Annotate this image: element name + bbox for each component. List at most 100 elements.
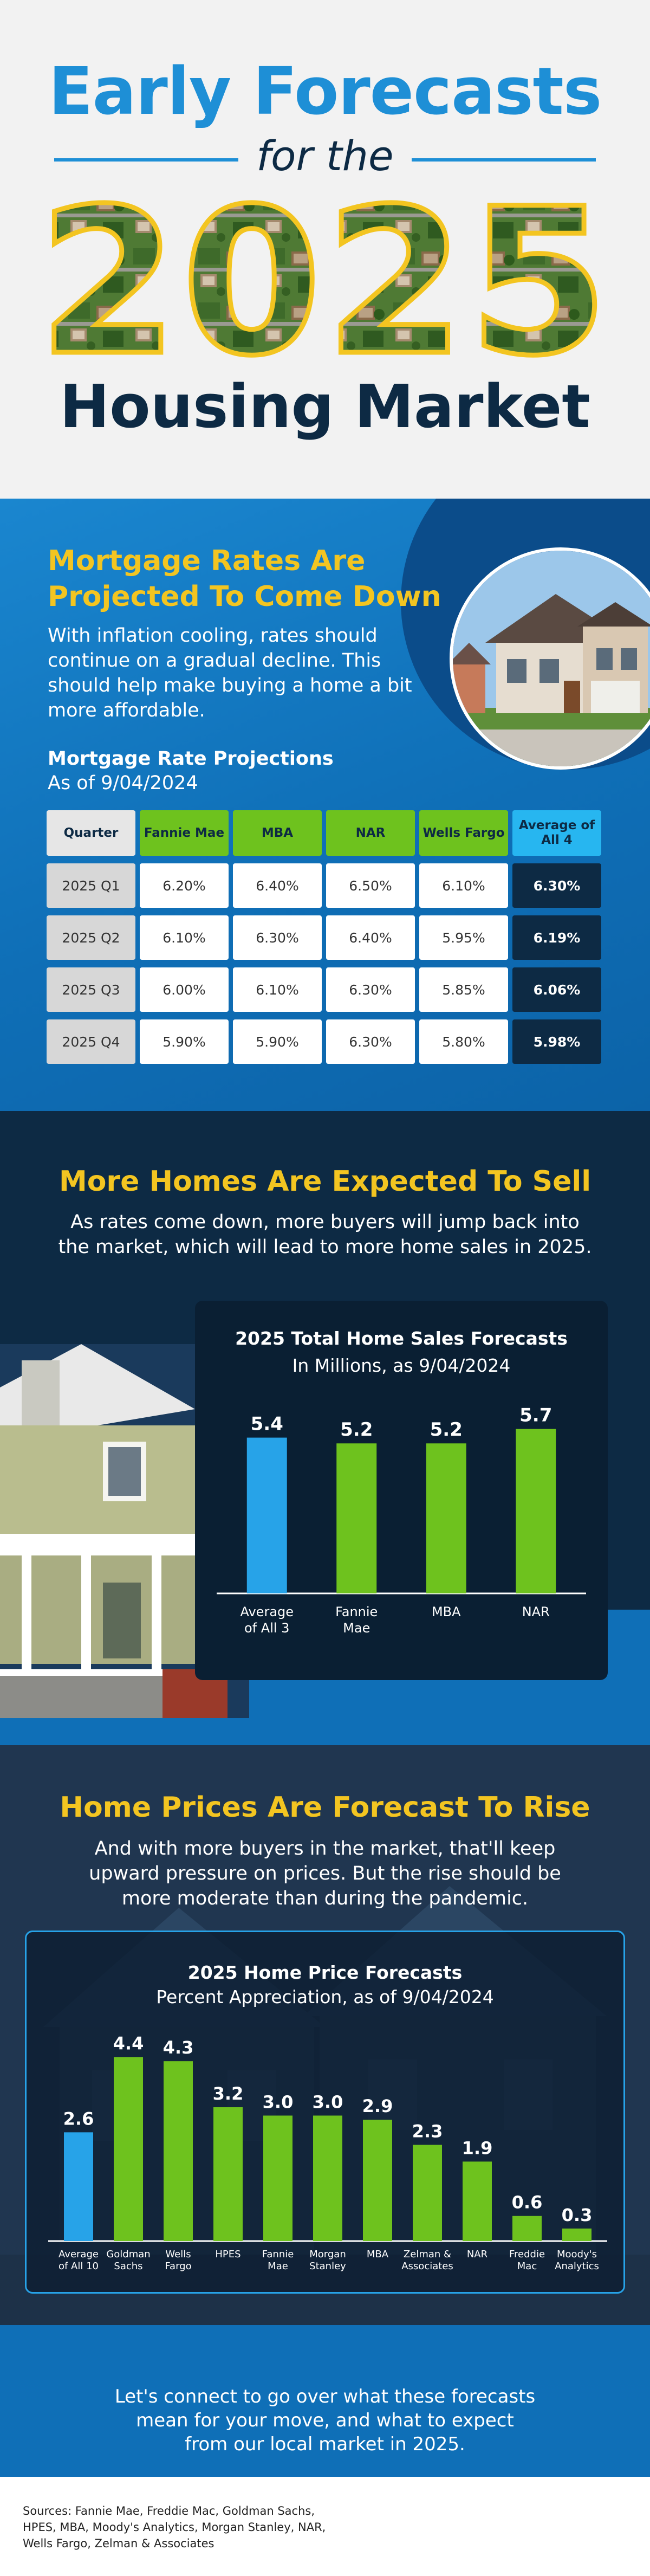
category-label: Sachs bbox=[114, 2261, 142, 2272]
home-sales-section: More Homes Are Expected To Sell As rates… bbox=[0, 1111, 650, 1745]
category-label: Wells bbox=[165, 2249, 191, 2260]
rate-cell: 6.40% bbox=[233, 863, 322, 908]
header-title-line2: for the bbox=[256, 132, 394, 180]
bar bbox=[463, 2161, 492, 2241]
rate-table: Quarter Fannie Mae MBA NAR Wells Fargo A… bbox=[47, 810, 604, 1071]
home-sales-bar-chart: 5.4 Average of All 3 5.2 Fannie Mae 5.2 MBA 5.7 N… bbox=[217, 1405, 586, 1636]
average-cell: 6.30% bbox=[512, 863, 601, 908]
table-row: 2025 Q3 6.00% 6.10% 6.30% 5.85% 6.06% bbox=[47, 967, 604, 1012]
bar-value-label: 2.6 bbox=[63, 2108, 94, 2129]
mortgage-title-line2: Projected To Come Down bbox=[48, 580, 441, 613]
rate-table-header-cell: Average of All 4 bbox=[512, 810, 601, 856]
chart-title: 2025 Total Home Sales Forecasts bbox=[235, 1328, 568, 1349]
header-section: Early Forecasts for the 2025 bbox=[0, 0, 650, 499]
home-prices-body-line3: more moderate than during the pandemic. bbox=[121, 1888, 529, 1909]
mortgage-title-line1: Mortgage Rates Are bbox=[48, 545, 366, 577]
rate-table-header-cell: MBA bbox=[233, 810, 322, 856]
rate-cell: 6.30% bbox=[233, 915, 322, 960]
bar bbox=[516, 1429, 556, 1593]
bar bbox=[64, 2132, 93, 2241]
category-label: Average bbox=[240, 1604, 294, 1619]
rate-table-title: Mortgage Rate Projections bbox=[48, 748, 334, 770]
category-label: of All 10 bbox=[58, 2261, 99, 2272]
sources-section: Sources: Fannie Mae, Freddie Mac, Goldma… bbox=[0, 2477, 650, 2576]
bar-value-label: 5.2 bbox=[430, 1419, 463, 1441]
bar-value-label: 5.4 bbox=[251, 1413, 283, 1435]
rate-cell: 5.85% bbox=[419, 967, 508, 1012]
category-label: Analytics bbox=[555, 2261, 599, 2272]
bar-value-label: 3.2 bbox=[213, 2083, 244, 2104]
header-rule-right bbox=[412, 158, 596, 162]
rate-cell: 6.20% bbox=[140, 863, 229, 908]
table-row: 2025 Q1 6.20% 6.40% 6.50% 6.10% 6.30% bbox=[47, 863, 604, 908]
category-label: NAR bbox=[522, 1604, 550, 1619]
bar-value-label: 5.2 bbox=[340, 1419, 373, 1441]
year-graphic: 2025 bbox=[36, 190, 612, 369]
bar-value-label: 1.9 bbox=[462, 2138, 493, 2158]
bar bbox=[363, 2120, 392, 2241]
rate-table-header-cell: NAR bbox=[326, 810, 415, 856]
sources-line1: Sources: Fannie Mae, Freddie Mac, Goldma… bbox=[23, 2504, 315, 2517]
bar-value-label: 4.3 bbox=[163, 2037, 194, 2058]
category-label: MBA bbox=[367, 2249, 389, 2260]
quarter-cell: 2025 Q1 bbox=[47, 863, 135, 908]
cta-text: Let's connect to go over what these fore… bbox=[0, 2385, 650, 2456]
rate-cell: 5.80% bbox=[419, 1019, 508, 1064]
category-label: Fannie bbox=[262, 2249, 294, 2260]
bar-value-label: 0.3 bbox=[562, 2205, 593, 2225]
bar bbox=[413, 2145, 442, 2241]
table-row: 2025 Q2 6.10% 6.30% 6.40% 5.95% 6.19% bbox=[47, 915, 604, 960]
rate-cell: 6.10% bbox=[140, 915, 229, 960]
cta-line2: mean for your move, and what to expect bbox=[136, 2410, 514, 2431]
bar-value-label: 2.9 bbox=[362, 2096, 393, 2116]
rate-cell: 5.90% bbox=[140, 1019, 229, 1064]
home-sales-body-line2: the market, which will lead to more home… bbox=[58, 1236, 592, 1258]
category-label: Associates bbox=[401, 2261, 453, 2272]
bar bbox=[512, 2216, 542, 2241]
category-label: Fargo bbox=[165, 2261, 191, 2272]
home-sales-body-line1: As rates come down, more buyers will jum… bbox=[70, 1211, 580, 1233]
category-label: NAR bbox=[467, 2249, 487, 2260]
rate-cell: 6.50% bbox=[326, 863, 415, 908]
mortgage-section: Mortgage Rates Are Projected To Come Dow… bbox=[0, 499, 650, 1111]
mortgage-title: Mortgage Rates Are Projected To Come Dow… bbox=[48, 543, 459, 615]
bar-value-label: 3.0 bbox=[313, 2091, 343, 2112]
header-title-line3: Housing Market bbox=[60, 372, 590, 441]
bar bbox=[213, 2107, 243, 2241]
chart-title: 2025 Home Price Forecasts bbox=[187, 1962, 463, 1983]
bar bbox=[114, 2057, 143, 2241]
bar bbox=[263, 2115, 292, 2241]
bar bbox=[562, 2228, 592, 2241]
bar bbox=[336, 1443, 377, 1593]
rate-table-header-cell: Fannie Mae bbox=[140, 810, 229, 856]
cta-line3: from our local market in 2025. bbox=[185, 2433, 465, 2455]
category-label: Goldman bbox=[106, 2249, 150, 2260]
quarter-cell: 2025 Q4 bbox=[47, 1019, 135, 1064]
home-sales-chart-card: 2025 Total Home Sales Forecasts In Milli… bbox=[195, 1301, 608, 1680]
home-prices-body: And with more buyers in the market, that… bbox=[0, 1836, 650, 1911]
category-label: Mae bbox=[268, 2261, 288, 2272]
rate-table-header: Quarter Fannie Mae MBA NAR Wells Fargo A… bbox=[47, 810, 604, 856]
rate-table-subtitle: As of 9/04/2024 bbox=[48, 772, 198, 794]
year-text: 2025 bbox=[38, 190, 612, 369]
category-label: MBA bbox=[432, 1604, 461, 1619]
category-label: Freddie bbox=[509, 2249, 545, 2260]
header-rule-left bbox=[54, 158, 238, 162]
bar bbox=[426, 1443, 466, 1593]
bar-value-label: 4.4 bbox=[113, 2033, 144, 2054]
category-label: Zelman & bbox=[404, 2249, 451, 2260]
home-prices-section: Home Prices Are Forecast To Rise And wit… bbox=[0, 1745, 650, 2325]
category-label: Moody's bbox=[557, 2249, 597, 2260]
rate-cell: 5.90% bbox=[233, 1019, 322, 1064]
rate-cell: 6.30% bbox=[326, 967, 415, 1012]
sources-line3: Wells Fargo, Zelman & Associates bbox=[23, 2537, 214, 2550]
bar-value-label: 3.0 bbox=[263, 2091, 294, 2112]
home-prices-body-line1: And with more buyers in the market, that… bbox=[94, 1838, 556, 1860]
rate-cell: 6.30% bbox=[326, 1019, 415, 1064]
category-label: Fannie bbox=[335, 1604, 378, 1619]
category-label: HPES bbox=[215, 2249, 240, 2260]
house-illustration bbox=[453, 551, 650, 766]
table-row: 2025 Q4 5.90% 5.90% 6.30% 5.80% 5.98% bbox=[47, 1019, 604, 1064]
